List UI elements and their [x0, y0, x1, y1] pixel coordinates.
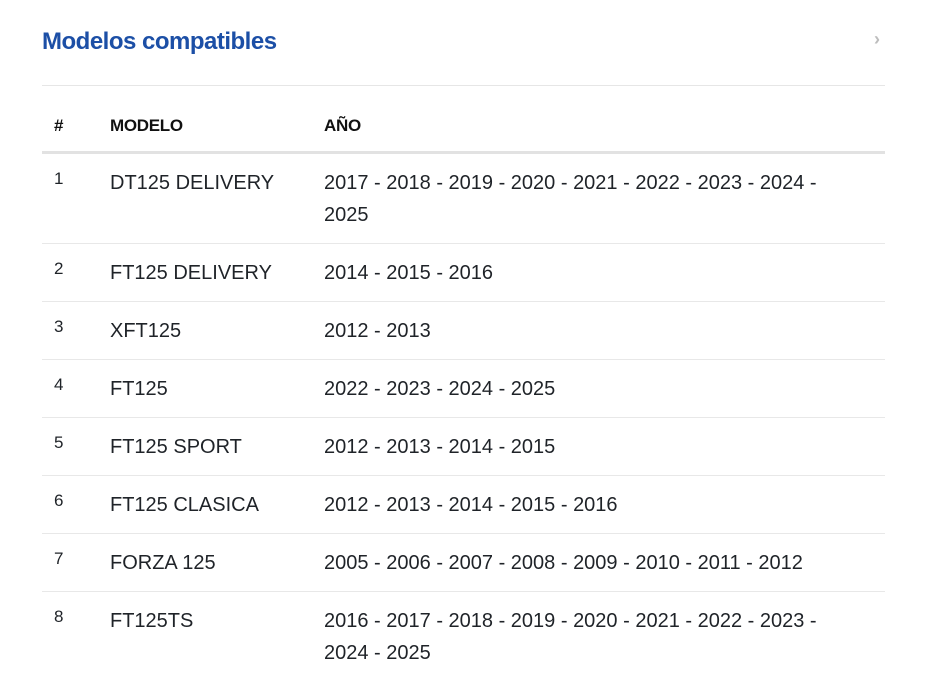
row-number: 3 [42, 301, 110, 360]
row-model: FORZA 125 [110, 533, 324, 592]
row-years: 2012 - 2013 - 2014 - 2015 [324, 436, 556, 458]
row-number: 6 [42, 475, 110, 534]
table-row: 3 XFT125 2012 - 2013 [42, 301, 885, 360]
row-years: 2005 - 2006 - 2007 - 2008 - 2009 - 2010 … [324, 552, 803, 574]
table-row: 4 FT125 2022 - 2023 - 2024 - 2025 [42, 359, 885, 418]
row-years: 2022 - 2023 - 2024 - 2025 [324, 378, 556, 400]
section-title: Modelos compatibles [42, 28, 277, 55]
row-years-cell: 2014 - 2015 - 2016 [324, 243, 885, 302]
row-years: 2017 - 2018 - 2019 - 2020 - 2021 - 2022 … [324, 172, 817, 226]
header-number: # [42, 110, 110, 154]
table-header-row: # MODELO AÑO [42, 110, 885, 154]
row-model: FT125 DELIVERY [110, 243, 324, 302]
row-years: 2012 - 2013 - 2014 - 2015 - 2016 [324, 494, 618, 516]
row-years-cell: 2016 - 2017 - 2018 - 2019 - 2020 - 2021 … [324, 592, 885, 682]
row-model: FT125 SPORT [110, 417, 324, 476]
row-model: DT125 DELIVERY [110, 152, 324, 244]
row-years: 2014 - 2015 - 2016 [324, 262, 494, 284]
table-row: 1 DT125 DELIVERY 2017 - 2018 - 2019 - 2020… [42, 152, 885, 244]
row-years: 2012 - 2013 [324, 320, 431, 342]
row-model: FT125 [110, 359, 324, 418]
row-number: 2 [42, 243, 110, 302]
table-row: 5 FT125 SPORT 2012 - 2013 - 2014 - 2015 [42, 417, 885, 476]
row-model: XFT125 [110, 301, 324, 360]
row-number: 7 [42, 533, 110, 592]
chevron-right-icon[interactable]: › [874, 29, 880, 49]
row-number: 4 [42, 359, 110, 418]
row-years-cell: 2022 - 2023 - 2024 - 2025 [324, 359, 885, 418]
row-years-cell: 2012 - 2013 - 2014 - 2015 - 2016 [324, 475, 885, 534]
row-number: 5 [42, 417, 110, 476]
row-years: 2016 - 2017 - 2018 - 2019 - 2020 - 2021 … [324, 610, 817, 664]
row-model: FT125TS [110, 610, 194, 632]
table-row: 7 FORZA 125 2005 - 2006 - 2007 - 2008 - 20… [42, 533, 885, 592]
row-model: FT125 CLASICA [110, 475, 324, 534]
compatible-models-table: # MODELO AÑO 1 DT125 DELIVERY 2017 - 2018 … [42, 110, 885, 681]
row-number: 8 [54, 607, 64, 626]
header-model: MODELO [110, 110, 324, 154]
row-years-cell: 2012 - 2013 [324, 301, 885, 360]
row-years-cell: 2005 - 2006 - 2007 - 2008 - 2009 - 2010 … [324, 533, 885, 592]
row-number: 1 [42, 152, 110, 244]
table-row: 6 FT125 CLASICA 2012 - 2013 - 2014 - 2015 … [42, 475, 885, 534]
divider [42, 85, 885, 86]
row-years-cell: 2017 - 2018 - 2019 - 2020 - 2021 - 2022 … [324, 152, 885, 244]
row-years-cell: 2012 - 2013 - 2014 - 2015 [324, 417, 885, 476]
table-row: 8 FT125TS 2016 - 2017 - 2018 - 2019 - 2020… [42, 592, 885, 682]
header-year: AÑO [324, 110, 885, 154]
table-row: 2 FT125 DELIVERY 2014 - 2015 - 2016 [42, 243, 885, 302]
